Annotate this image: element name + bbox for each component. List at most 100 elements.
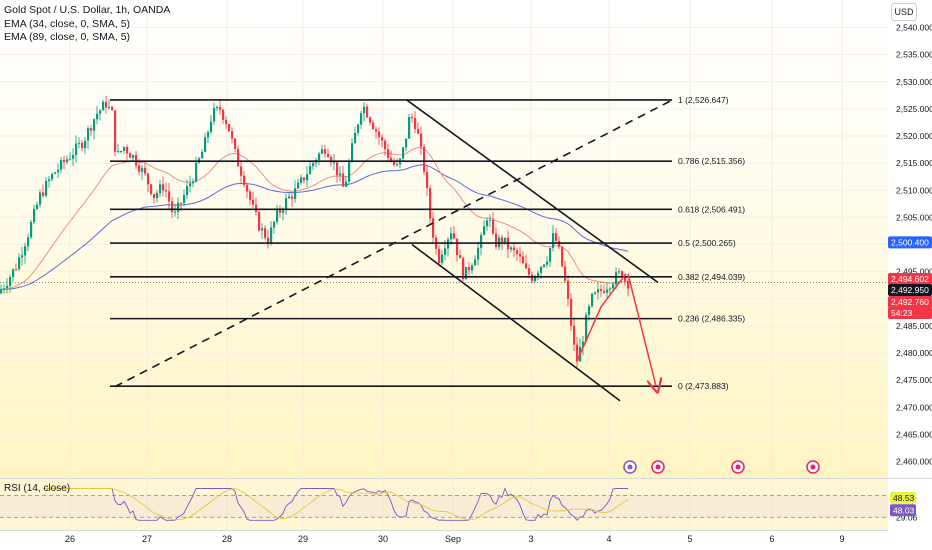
candle-body	[180, 202, 183, 204]
candle-body	[627, 280, 630, 289]
candle-body	[525, 263, 528, 269]
x-tick-label: Sep	[445, 534, 461, 544]
y-tick-label: 2,530.000	[896, 77, 932, 87]
candle-body	[117, 151, 120, 153]
fib-level-label: 0 (2,473.883)	[678, 381, 729, 391]
candle-body	[162, 184, 165, 191]
candle-body	[324, 149, 327, 154]
candle-body	[540, 266, 543, 273]
candle-body	[516, 250, 519, 254]
y-tick-label: 2,540.000	[896, 23, 932, 33]
candle-body	[462, 258, 465, 280]
x-tick-label: 30	[378, 534, 388, 544]
candle-body	[93, 119, 96, 131]
descending-channel-lower	[411, 243, 621, 402]
price-badge-text: 54:23	[891, 308, 913, 318]
candle-body	[285, 198, 288, 211]
y-tick-label: 2,525.000	[896, 104, 932, 114]
candle-body	[501, 237, 504, 243]
y-tick-label: 2,485.000	[896, 321, 932, 331]
fib-level-label: 0.786 (2,515.356)	[678, 156, 745, 166]
candle-body	[99, 110, 102, 114]
ema-34-label[interactable]: EMA (34, close, 0, SMA, 5)	[4, 17, 131, 30]
candle-body	[6, 285, 9, 289]
candle-body	[456, 238, 459, 256]
candle-body	[153, 194, 156, 199]
candle-body	[483, 226, 486, 236]
descending-channel-upper	[406, 99, 659, 284]
candle-body	[18, 257, 21, 270]
candle-body	[27, 237, 30, 247]
candle-body	[291, 196, 294, 199]
x-tick-label: 9	[839, 534, 844, 544]
candle-body	[45, 181, 48, 196]
candle-body	[246, 185, 249, 192]
candle-body	[174, 211, 177, 213]
candle-body	[81, 142, 84, 149]
candle-body	[369, 117, 372, 123]
rsi-value-badge	[890, 504, 916, 517]
event-lightning-icon	[627, 464, 633, 470]
candle-body	[429, 188, 432, 219]
candle-body	[3, 288, 6, 290]
event-flag-icon	[810, 464, 816, 470]
candle-body	[363, 106, 366, 114]
candle-body	[438, 248, 441, 263]
candle-body	[528, 268, 531, 275]
candle-body	[447, 239, 450, 249]
candle-body	[84, 140, 87, 149]
candle-body	[75, 143, 78, 156]
candle-body	[552, 233, 555, 248]
event-flag-icon	[655, 464, 661, 470]
fib-level-label: 0.236 (2,486.335)	[678, 314, 745, 324]
candle-body	[600, 289, 603, 291]
candle-body	[450, 233, 453, 240]
y-tick-label: 2,495.000	[896, 267, 932, 277]
candle-body	[330, 157, 333, 163]
candle-body	[150, 184, 153, 195]
candle-body	[87, 128, 90, 141]
candle-body	[207, 131, 210, 138]
candle-body	[474, 259, 477, 266]
candle-body	[54, 172, 57, 174]
x-tick-label: 26	[65, 534, 75, 544]
candle-body	[372, 122, 375, 130]
candle-body	[120, 150, 123, 152]
candle-body	[444, 248, 447, 255]
fib-level-label: 0.618 (2,506.491)	[678, 204, 745, 214]
candle-body	[453, 233, 456, 239]
symbol-title[interactable]: Gold Spot / U.S. Dollar, 1h, OANDA	[4, 4, 171, 16]
x-tick-label: 5	[687, 534, 692, 544]
candle-body	[321, 149, 324, 154]
candle-body	[360, 113, 363, 125]
candle-body	[168, 191, 171, 202]
candle-body	[219, 106, 222, 110]
currency-button[interactable]: USD	[891, 3, 917, 21]
candle-body	[186, 186, 189, 196]
candle-body	[201, 151, 204, 159]
candle-body	[336, 162, 339, 176]
rsi-indicator-label[interactable]: RSI (14, close)	[4, 483, 71, 494]
candle-body	[237, 148, 240, 167]
rsi-value-text: 48.53	[893, 493, 915, 503]
fib-level-label: 1 (2,526.647)	[678, 95, 729, 105]
candle-body	[471, 265, 474, 271]
candle-body	[60, 159, 63, 170]
x-tick-label: 28	[222, 534, 232, 544]
candle-body	[612, 284, 615, 289]
candle-body	[495, 233, 498, 248]
candle-body	[294, 188, 297, 199]
ema-89-label[interactable]: EMA (89, close, 0, SMA, 5)	[4, 31, 131, 43]
candle-body	[300, 177, 303, 183]
price-badge	[888, 236, 932, 249]
y-tick-label: 2,520.000	[896, 131, 932, 141]
candle-body	[309, 166, 312, 175]
candle-body	[318, 153, 321, 160]
candle-body	[618, 271, 621, 273]
candle-body	[522, 256, 525, 264]
candle-body	[480, 235, 483, 248]
candle-body	[216, 106, 219, 109]
candle-body	[66, 159, 69, 163]
price-badge-text: 2,492.760	[891, 297, 929, 307]
